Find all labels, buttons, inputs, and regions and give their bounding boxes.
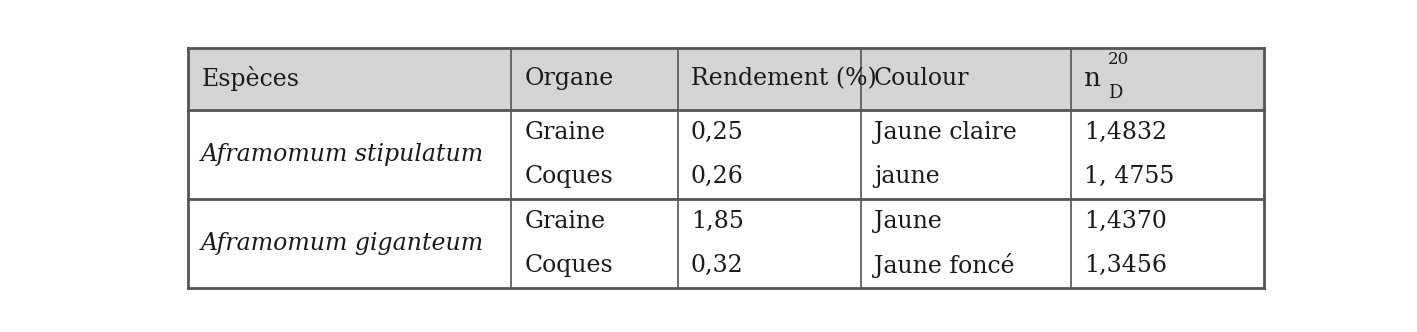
Text: 1,3456: 1,3456	[1084, 254, 1166, 277]
Text: Jaune: Jaune	[874, 209, 942, 233]
Text: 0,32: 0,32	[691, 254, 744, 277]
Text: 1,4370: 1,4370	[1084, 209, 1166, 233]
Text: Rendement (%): Rendement (%)	[691, 67, 877, 90]
Bar	[188, 47, 1264, 110]
Text: 1,4832: 1,4832	[1084, 121, 1168, 144]
Text: 20: 20	[1108, 51, 1129, 68]
Text: Graine: Graine	[524, 209, 605, 233]
Text: Coulour: Coulour	[874, 67, 969, 90]
Text: Aframomum giganteum: Aframomum giganteum	[201, 232, 485, 255]
Text: 1, 4755: 1, 4755	[1084, 165, 1175, 188]
Text: Organe: Organe	[524, 67, 614, 90]
Text: Jaune foncé: Jaune foncé	[874, 253, 1015, 278]
Text: Espèces: Espèces	[201, 66, 299, 91]
Text: Jaune claire: Jaune claire	[874, 121, 1017, 144]
Text: Coques: Coques	[524, 254, 614, 277]
Text: Coques: Coques	[524, 165, 614, 188]
Text: 0,25: 0,25	[691, 121, 744, 144]
Text: n: n	[1084, 66, 1101, 91]
Text: D: D	[1108, 84, 1122, 102]
Text: jaune: jaune	[874, 165, 939, 188]
Text: Graine: Graine	[524, 121, 605, 144]
Text: Aframomum stipulatum: Aframomum stipulatum	[201, 143, 485, 166]
Text: 1,85: 1,85	[691, 209, 744, 233]
Text: 0,26: 0,26	[691, 165, 744, 188]
